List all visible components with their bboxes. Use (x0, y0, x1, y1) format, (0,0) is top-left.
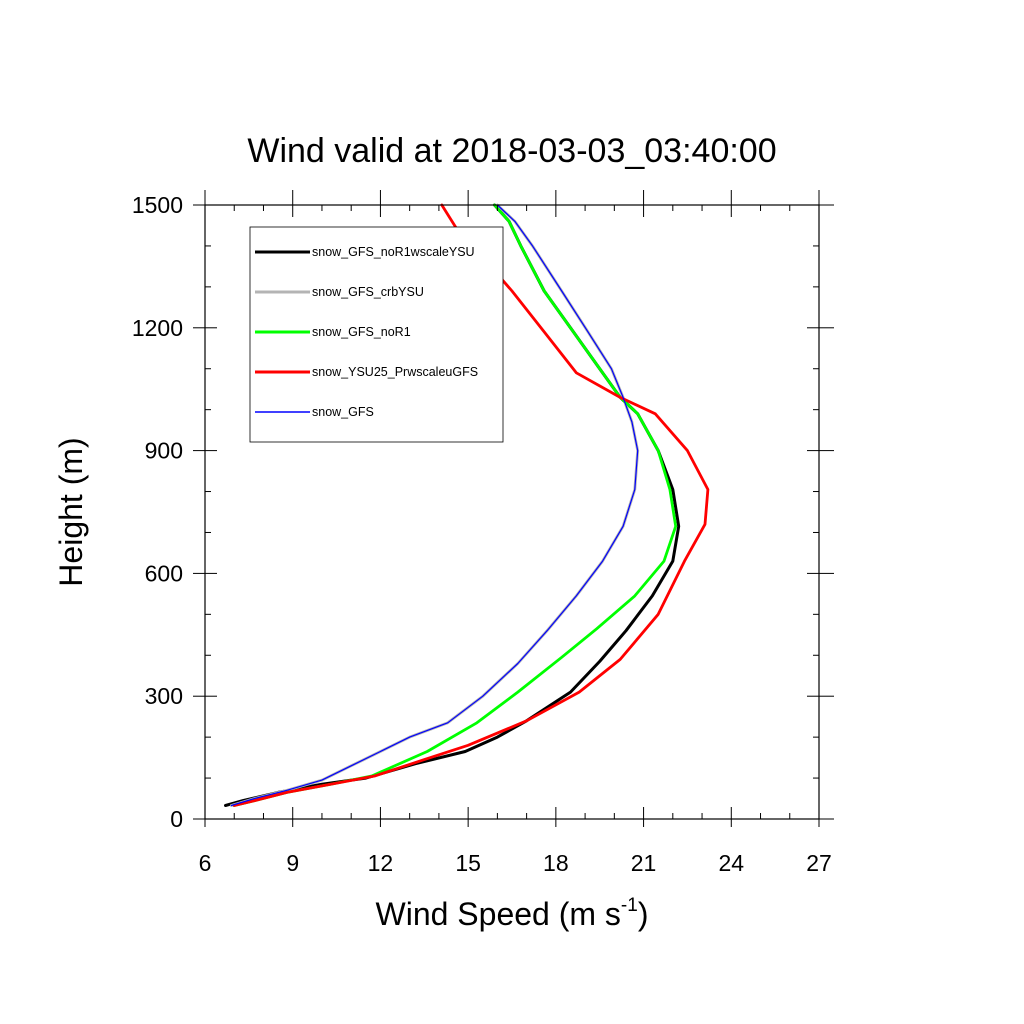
x-tick-label: 15 (455, 850, 481, 876)
y-tick-label: 600 (145, 560, 183, 586)
x-axis-label-exponent: -1 (621, 895, 638, 916)
x-axis-label-close: ) (638, 896, 649, 932)
y-tick-label: 300 (145, 683, 183, 709)
y-tick-label: 1500 (132, 192, 183, 218)
y-tick-label: 1200 (132, 315, 183, 341)
chart-title: Wind valid at 2018-03-03_03:40:00 (247, 132, 776, 170)
legend-label: snow_YSU25_PrwscaleuGFS (312, 365, 478, 379)
y-tick-label: 900 (145, 438, 183, 464)
legend-items: snow_GFS_noR1wscaleYSU snow_GFS_crbYSUsno… (255, 245, 478, 419)
x-tick-label: 18 (543, 850, 569, 876)
legend: snow_GFS_noR1wscaleYSU snow_GFS_crbYSUsno… (249, 226, 504, 443)
series-line-snow_GFS (230, 204, 639, 807)
x-tick-label: 12 (368, 850, 394, 876)
series-layer (224, 203, 710, 807)
x-tick-label: 9 (286, 850, 299, 876)
series-line-snow_YSU25_PrwscaleuGFS (232, 203, 710, 807)
legend-box (249, 226, 504, 443)
legend-label: snow_GFS_noR1 (312, 325, 411, 339)
x-tick-label: 24 (718, 850, 744, 876)
y-axis-label: Height (m) (53, 437, 89, 586)
tick-layer: 6 9 12 15 18 21 24 27 0 300 600 900 1200 1500 (132, 190, 834, 876)
legend-label: snow_GFS_noR1wscaleYSU (312, 245, 475, 259)
legend-label: snow_GFS_crbYSU (312, 285, 424, 299)
x-tick-label: 21 (631, 850, 657, 876)
x-tick-label: 27 (806, 850, 832, 876)
legend-label: snow_GFS (312, 405, 374, 419)
x-axis-label: Wind Speed (m s-1) (376, 895, 649, 932)
y-tick-label: 0 (170, 806, 183, 832)
plot-frame (204, 204, 820, 820)
x-axis-label-main: Wind Speed (m s (376, 896, 621, 932)
plot-area: 6 9 12 15 18 21 24 27 0 300 600 900 1200 1500 (132, 190, 834, 876)
x-tick-label: 6 (199, 850, 212, 876)
